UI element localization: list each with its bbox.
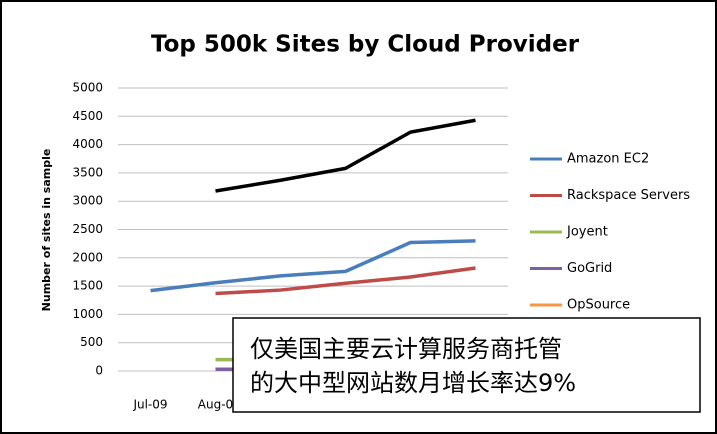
legend-label: Amazon EC2 [567, 152, 649, 167]
y-tick-label: 500 [80, 335, 103, 349]
legend-label: Rackspace Servers [567, 188, 690, 203]
y-tick-label: 4500 [72, 109, 103, 123]
annotation-text: 仅美国主要云计算服务商托管 [250, 335, 562, 363]
legend-label: GoGrid [567, 261, 612, 276]
y-tick-label: 3000 [72, 194, 103, 208]
series-line [215, 266, 476, 296]
y-tick-label: 1000 [72, 307, 103, 321]
y-tick-label: 2500 [72, 222, 103, 236]
chart-title: Top 500k Sites by Cloud Provider [151, 32, 580, 58]
legend-label: Joyent [566, 225, 608, 240]
series-line [215, 118, 476, 193]
annotation-text: 的大中型网站数月增长率达9% [250, 369, 576, 397]
x-tick-label: Aug-0 [198, 398, 233, 412]
series-line [150, 239, 476, 293]
annotation-box [232, 317, 701, 413]
x-tick-label: Jul-09 [132, 398, 167, 412]
legend-label: OpSource [567, 298, 630, 313]
y-tick-label: 1500 [72, 279, 103, 293]
y-tick-label: 4000 [72, 137, 103, 151]
y-axis-label: Number of sites in sample [40, 149, 53, 312]
y-tick-label: 5000 [72, 81, 103, 95]
y-tick-label: 0 [95, 364, 103, 378]
y-tick-label: 2000 [72, 250, 103, 264]
y-tick-label: 3500 [72, 165, 103, 179]
